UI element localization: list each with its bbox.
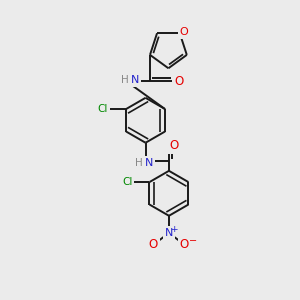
Text: O: O <box>170 139 179 152</box>
Text: −: − <box>189 236 197 246</box>
Text: Cl: Cl <box>122 177 133 187</box>
Text: Cl: Cl <box>98 104 108 114</box>
Text: O: O <box>179 27 188 37</box>
Text: N: N <box>131 75 139 85</box>
Text: O: O <box>180 238 189 251</box>
Text: N: N <box>145 158 153 168</box>
Text: N: N <box>165 228 173 238</box>
Text: H: H <box>121 75 129 85</box>
Text: +: + <box>170 225 178 234</box>
Text: O: O <box>174 75 183 88</box>
Text: O: O <box>149 238 158 251</box>
Text: H: H <box>135 158 143 168</box>
